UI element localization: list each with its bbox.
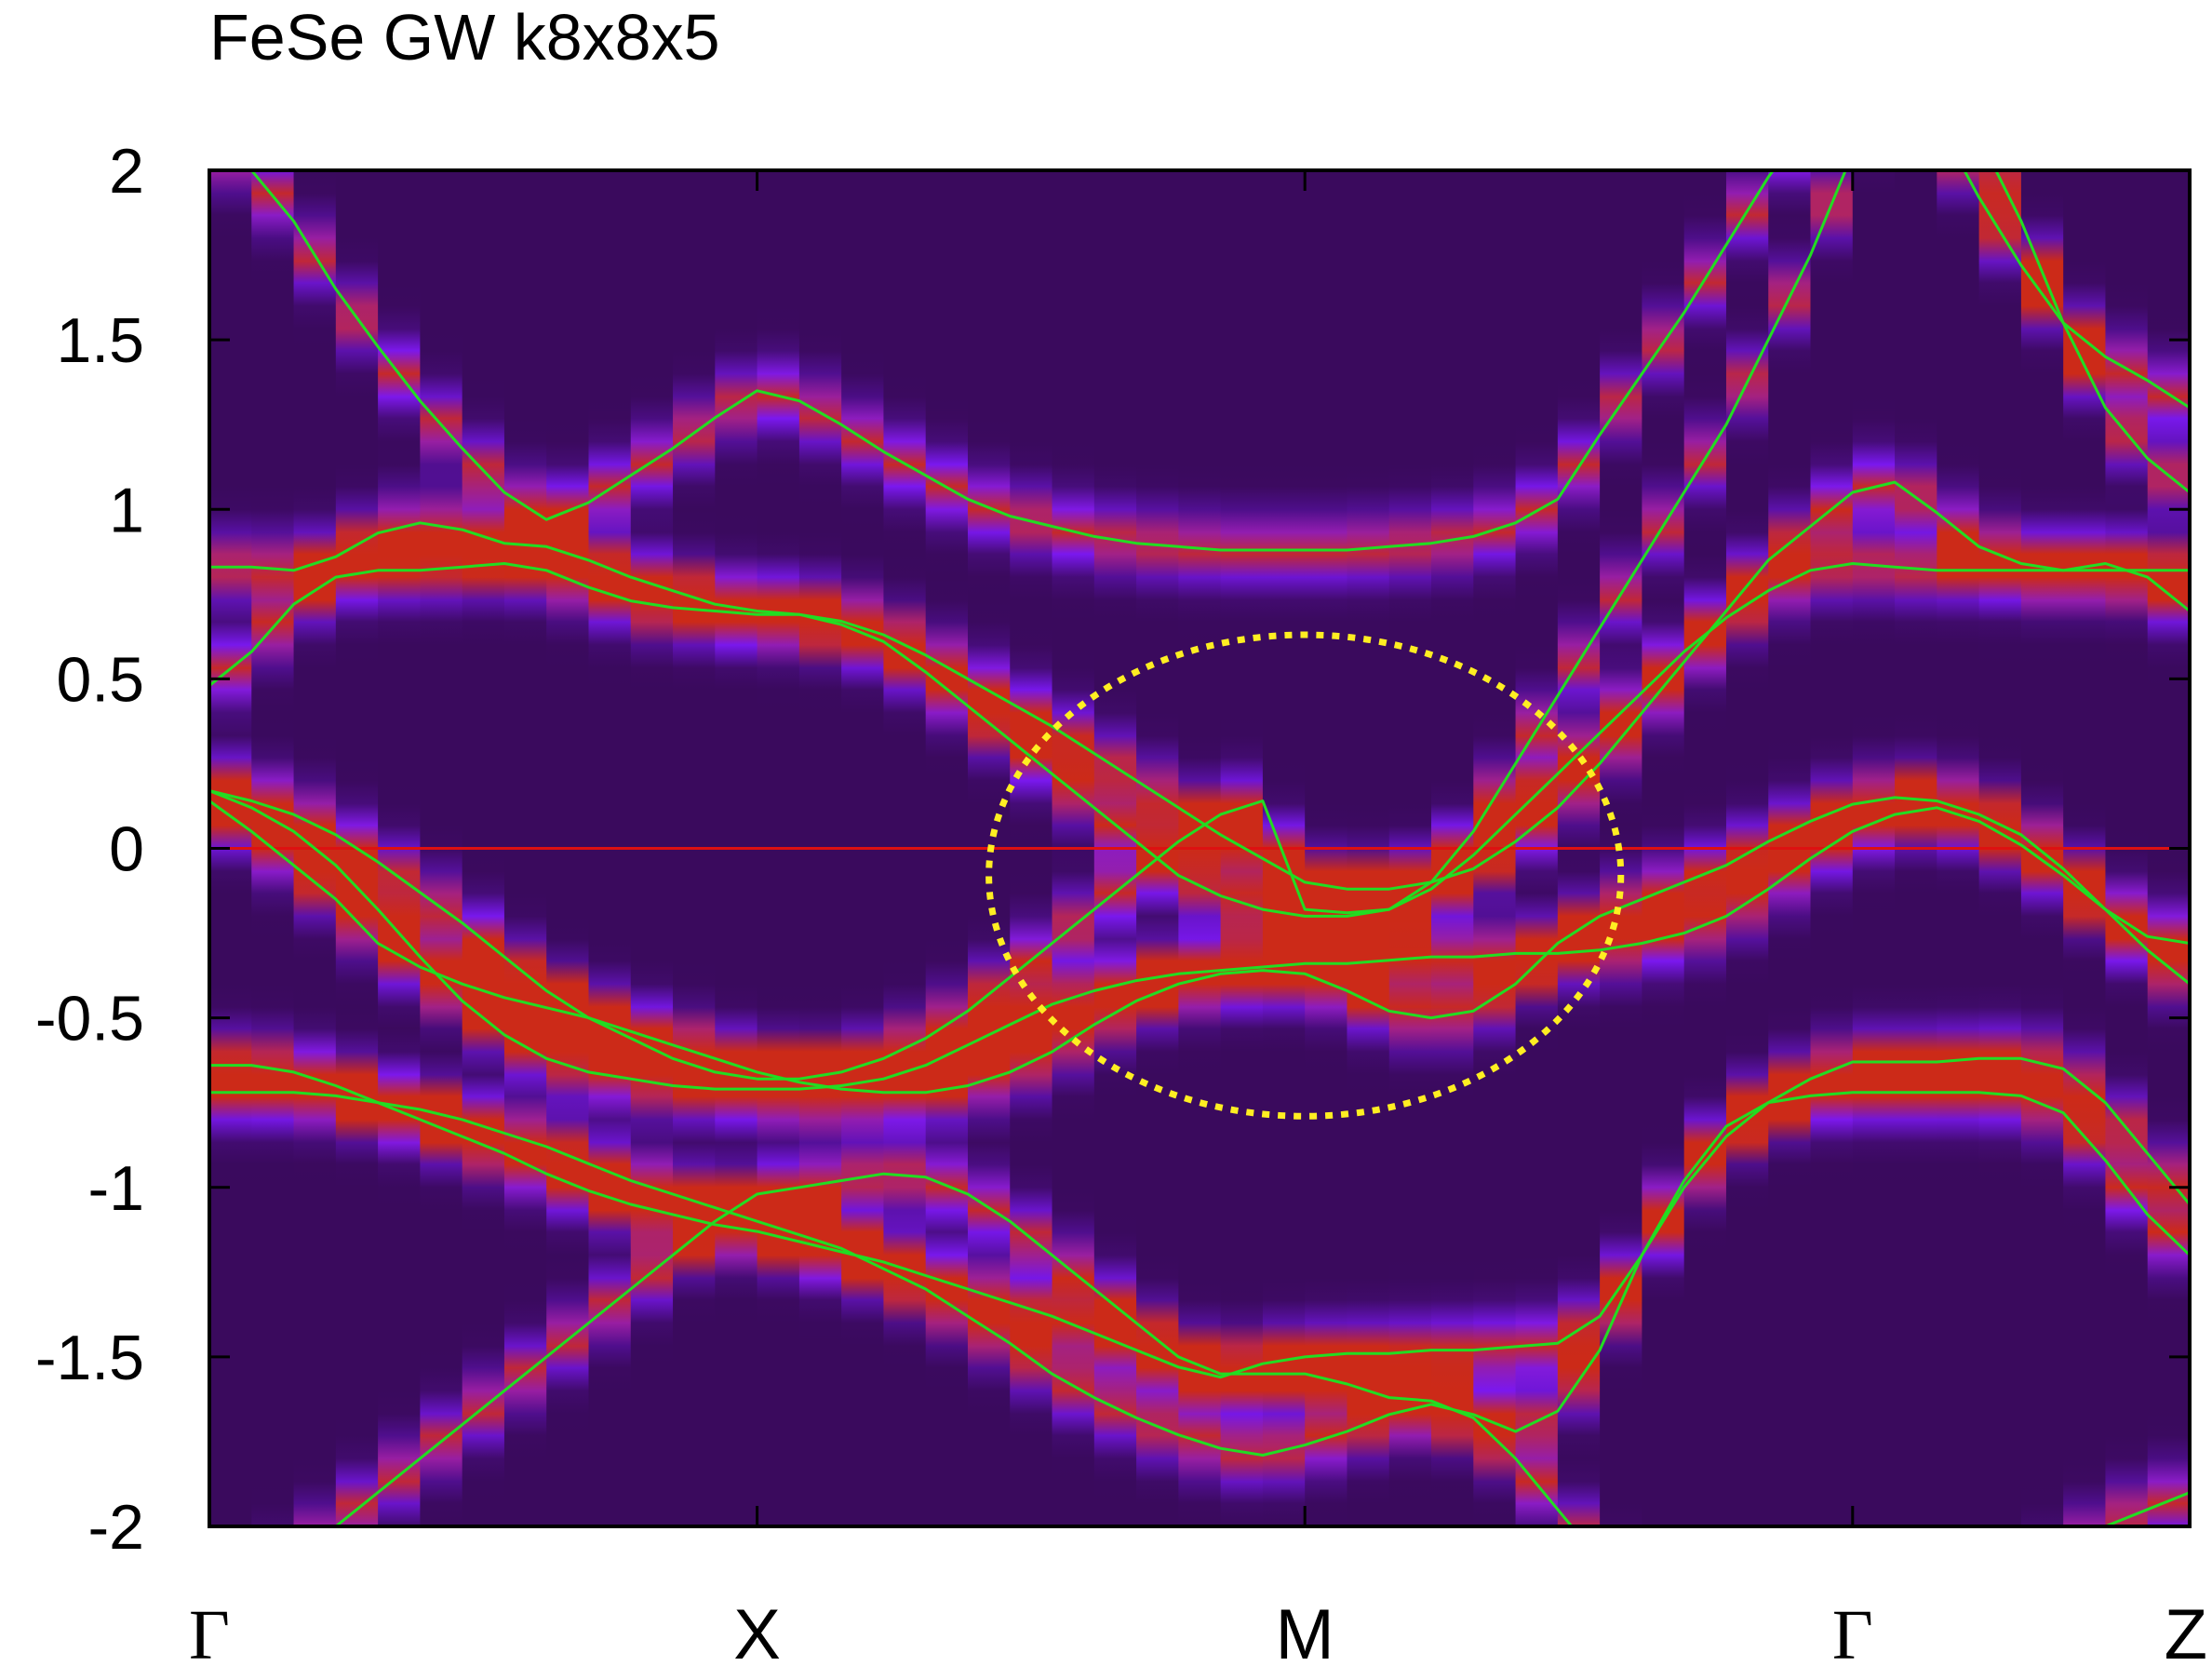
highlight-ellipse: [985, 631, 1625, 1120]
band-line: [209, 562, 2190, 1081]
gw-bands: [209, 170, 2190, 1526]
y-tick-labels: 2 1.5 1 0.5 0 -0.5 -1 -1.5 -2: [35, 136, 144, 1563]
band-line: [209, 1091, 2190, 1457]
band-line: [248, 170, 2190, 552]
y-tick-label: 0: [109, 814, 144, 885]
band-line: [209, 796, 2190, 1095]
band-line: [333, 1172, 2190, 1526]
y-tick-label: 0.5: [56, 644, 144, 715]
band-line: [209, 789, 2190, 1091]
y-tick-label: 1.5: [56, 305, 144, 376]
y-tick-label: -2: [88, 1492, 144, 1563]
band-line: [209, 1056, 2190, 1379]
x-tick-label: Γ: [1832, 1596, 1873, 1666]
y-tick-label: -1: [88, 1153, 144, 1224]
chart-title: FeSe GW k8x8x5: [209, 1, 720, 74]
band-line: [209, 170, 2190, 918]
x-tick-label: X: [733, 1595, 781, 1666]
y-tick-label: -0.5: [35, 984, 144, 1055]
y-tick-label: 2: [109, 136, 144, 207]
band-line: [209, 480, 2190, 891]
x-tick-label: Z: [2165, 1595, 2207, 1666]
highlight-ellipse-layer: [985, 631, 1625, 1120]
plot-frame: [208, 168, 2192, 1528]
x-tick-label: M: [1276, 1595, 1334, 1666]
x-tick-label: Γ: [189, 1596, 230, 1666]
y-tick-label: -1.5: [35, 1323, 144, 1393]
y-tick-label: 1: [109, 475, 144, 545]
